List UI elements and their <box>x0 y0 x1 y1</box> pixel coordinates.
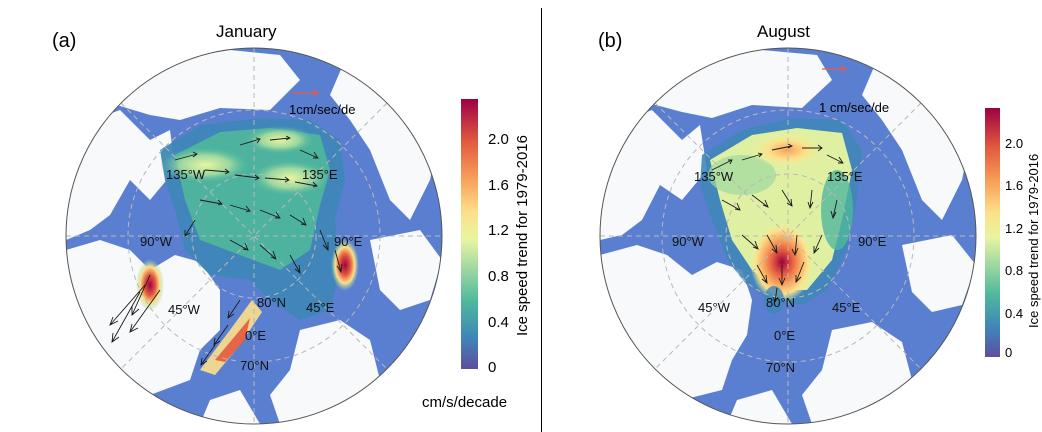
lat-label-80n: 80°N <box>766 295 795 310</box>
panel-a-reference-label: 1cm/sec/de <box>289 102 355 117</box>
lon-label-90e: 90°E <box>858 234 887 249</box>
panel-b-reference-vector: 1 cm/sec/de <box>819 65 889 115</box>
panel-a-reference-vector: 1cm/sec/de <box>289 89 355 117</box>
panel-a-map: 135°W 135°E 90°W 90°E 45°W 45°E 0°E 80°N… <box>65 47 443 425</box>
panel-a-border <box>65 47 443 425</box>
panel-b-graticule <box>600 48 976 424</box>
lon-label-90w: 90°W <box>140 234 173 249</box>
panel-b-title: August <box>757 22 810 41</box>
lon-label-0e: 0°E <box>245 328 266 343</box>
panel-divider <box>541 8 542 432</box>
lon-label-90w: 90°W <box>672 234 705 249</box>
panel-b-trend-field <box>700 118 862 314</box>
lon-label-45e: 45°E <box>306 300 335 315</box>
lon-label-45e: 45°E <box>832 300 861 315</box>
panel-a-cb-tick: 0 <box>488 359 497 376</box>
panel-b-labels: 135°W 135°E 90°W 90°E 45°W 45°E 0°E 80°N… <box>672 169 887 375</box>
panel-a-colorbar <box>461 99 478 369</box>
panel-b-reference-label: 1 cm/sec/de <box>819 100 889 115</box>
panel-b-cb-tick: 0.4 <box>1005 306 1024 321</box>
lon-label-0e: 0°E <box>774 328 795 343</box>
lat-label-70n: 70°N <box>766 360 795 375</box>
lon-label-45w: 45°W <box>698 300 731 315</box>
panel-b-colorbar-title: Ice speed trend for 1979-2016 <box>1026 153 1041 328</box>
reference-arrow-icon <box>292 89 320 97</box>
panel-b-cb-tick: 0.8 <box>1005 263 1024 278</box>
panel-b-cb-tick: 0 <box>1005 345 1013 360</box>
panel-a-cb-tick: 1.6 <box>488 177 509 194</box>
lon-label-45w: 45°W <box>168 302 201 317</box>
panel-a-cb-tick: 0.8 <box>488 268 509 285</box>
panel-a-cb-tick: 0.4 <box>488 314 509 331</box>
panel-a-land <box>66 50 442 424</box>
panel-b-cb-tick: 1.6 <box>1005 178 1024 193</box>
panel-a-cb-tick: 1.2 <box>488 222 509 239</box>
panel-a-vectors <box>109 135 343 366</box>
lat-label-70n: 70°N <box>240 358 269 373</box>
panel-a-trend-field <box>136 118 359 375</box>
panel-b-vectors <box>711 143 844 304</box>
panel-a-letter: (a) <box>52 30 77 52</box>
lon-label-135w: 135°W <box>166 167 206 182</box>
lon-label-90e: 90°E <box>334 234 363 249</box>
panel-a-graticule <box>66 48 442 424</box>
lat-label-80n: 80°N <box>257 295 286 310</box>
panel-b-letter: (b) <box>598 30 623 52</box>
panel-a-colorbar-title: Ice speed trend for 1979-2016 <box>514 135 531 336</box>
panel-b-border <box>599 47 977 425</box>
panel-b-cb-tick: 1.2 <box>1005 221 1024 236</box>
panel-b-colorbar <box>985 108 1000 357</box>
panel-a-units: cm/s/decade <box>422 394 508 411</box>
panel-b-map: 135°W 135°E 90°W 90°E 45°W 45°E 0°E 80°N… <box>599 47 977 425</box>
panel-a-title: January <box>216 22 277 41</box>
reference-arrow-icon <box>822 65 848 73</box>
panel-a-labels: 135°W 135°E 90°W 90°E 45°W 45°E 0°E 80°N… <box>140 167 363 373</box>
lon-label-135w: 135°W <box>694 169 734 184</box>
panel-b-cb-tick: 2.0 <box>1005 136 1024 151</box>
lon-label-135e: 135°E <box>827 169 863 184</box>
lon-label-135e: 135°E <box>302 167 338 182</box>
panel-a-cb-tick: 2.0 <box>488 131 509 148</box>
